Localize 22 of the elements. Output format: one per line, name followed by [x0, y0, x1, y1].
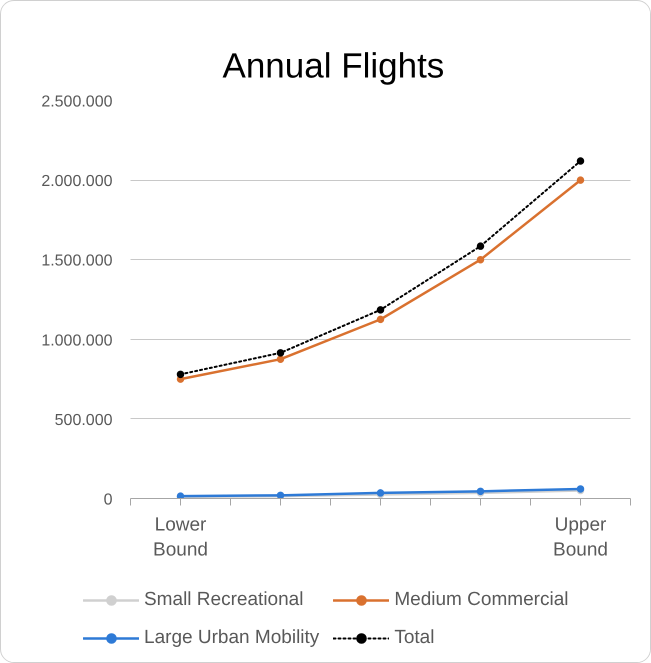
- y-tick-label: 2.000.000: [41, 173, 113, 190]
- legend-label: Total: [394, 626, 434, 650]
- point: [576, 176, 584, 184]
- chart-title: Annual Flights: [222, 46, 444, 86]
- legend-label: Small Recreational: [144, 588, 304, 612]
- x-tick-label: Upper Bound: [553, 514, 608, 561]
- y-tick-label: 500.000: [54, 412, 113, 429]
- point: [576, 157, 584, 165]
- y-tick-label: 2.500.000: [41, 94, 113, 110]
- y-tick-label: 0: [104, 492, 113, 508]
- x-tick-label: Lower Bound: [153, 514, 208, 561]
- point: [376, 316, 384, 324]
- point: [376, 306, 384, 314]
- point: [276, 349, 284, 357]
- point: [476, 242, 484, 250]
- point: [476, 256, 484, 264]
- y-tick-label: 1.000.000: [41, 332, 113, 350]
- y-tick-label: 1.500.000: [41, 252, 113, 270]
- point: [176, 370, 184, 378]
- point: [276, 355, 284, 363]
- legend-label: Medium Commercial: [394, 588, 569, 612]
- legend-label: Large Urban Mobility: [144, 626, 320, 650]
